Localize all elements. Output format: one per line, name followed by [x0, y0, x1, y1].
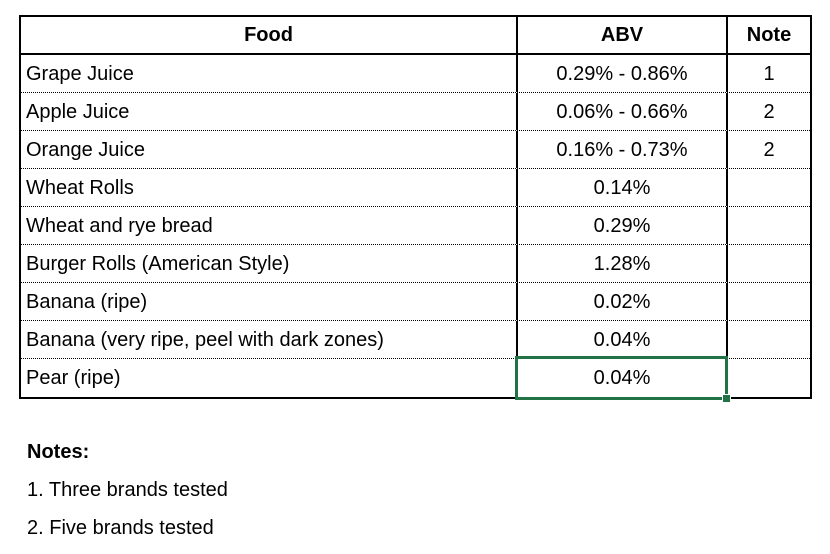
- table-row-burger-rolls: Burger Rolls (American Style) 1.28%: [21, 245, 810, 283]
- cell-abv[interactable]: 1.28%: [518, 245, 728, 282]
- cell-note[interactable]: 2: [763, 100, 775, 123]
- cell-food[interactable]: Pear (ripe): [21, 359, 518, 397]
- table-row-grape-juice: Grape Juice 0.29% - 0.86% 1: [21, 55, 810, 93]
- cell-food[interactable]: Apple Juice: [21, 93, 518, 130]
- cell-food[interactable]: Wheat and rye bread: [21, 207, 518, 244]
- cell-note[interactable]: [728, 169, 810, 206]
- cell-note[interactable]: 2: [763, 138, 775, 161]
- header-abv: ABV: [518, 17, 728, 53]
- table-row-orange-juice: Orange Juice 0.16% - 0.73% 2: [21, 131, 810, 169]
- table-row-banana-very-ripe: Banana (very ripe, peel with dark zones)…: [21, 321, 810, 359]
- cell-food[interactable]: Burger Rolls (American Style): [21, 245, 518, 282]
- cell-note[interactable]: [728, 207, 810, 244]
- cell-food[interactable]: Orange Juice: [21, 131, 518, 168]
- table-row-apple-juice: Apple Juice 0.06% - 0.66% 2: [21, 93, 810, 131]
- header-food: Food: [21, 17, 518, 53]
- cell-abv[interactable]: 0.16% - 0.73%: [518, 131, 728, 168]
- selected-cell[interactable]: 0.04%: [515, 356, 731, 403]
- cell-abv[interactable]: 0.02%: [518, 283, 728, 320]
- header-note: Note: [746, 24, 792, 46]
- abv-table: Food ABV Note Grape Juice 0.29% - 0.86% …: [19, 15, 812, 403]
- cell-food[interactable]: Banana (ripe): [21, 283, 518, 320]
- cell-abv[interactable]: 0.06% - 0.66%: [518, 93, 728, 130]
- table-row-banana-ripe: Banana (ripe) 0.02%: [21, 283, 810, 321]
- selected-cell-value: 0.04%: [593, 367, 651, 389]
- table-header-row: Food ABV Note: [21, 17, 810, 55]
- table-row-wheat-rolls: Wheat Rolls 0.14%: [21, 169, 810, 207]
- table-row-wheat-rye-bread: Wheat and rye bread 0.29%: [21, 207, 810, 245]
- cell-abv[interactable]: 0.14%: [518, 169, 728, 206]
- cell-note[interactable]: [728, 245, 810, 282]
- note-item-2: 2. Five brands tested: [27, 517, 214, 539]
- cell-food[interactable]: Wheat Rolls: [21, 169, 518, 206]
- cell-note[interactable]: 1: [763, 62, 775, 85]
- cell-abv[interactable]: 0.04%: [518, 321, 728, 358]
- notes-section: Notes: 1. Three brands tested 2. Five br…: [27, 440, 228, 554]
- cell-food[interactable]: Banana (very ripe, peel with dark zones): [21, 321, 518, 358]
- cell-note[interactable]: [728, 283, 810, 320]
- cell-food[interactable]: Grape Juice: [21, 55, 518, 92]
- cell-note[interactable]: [728, 321, 810, 358]
- cell-abv[interactable]: 0.29% - 0.86%: [518, 55, 728, 92]
- cell-note[interactable]: [728, 359, 810, 397]
- table-row-pear-ripe: Pear (ripe) 0.04%: [21, 356, 810, 403]
- note-item-1: 1. Three brands tested: [27, 479, 228, 501]
- notes-title: Notes:: [27, 441, 90, 463]
- cell-abv[interactable]: 0.29%: [518, 207, 728, 244]
